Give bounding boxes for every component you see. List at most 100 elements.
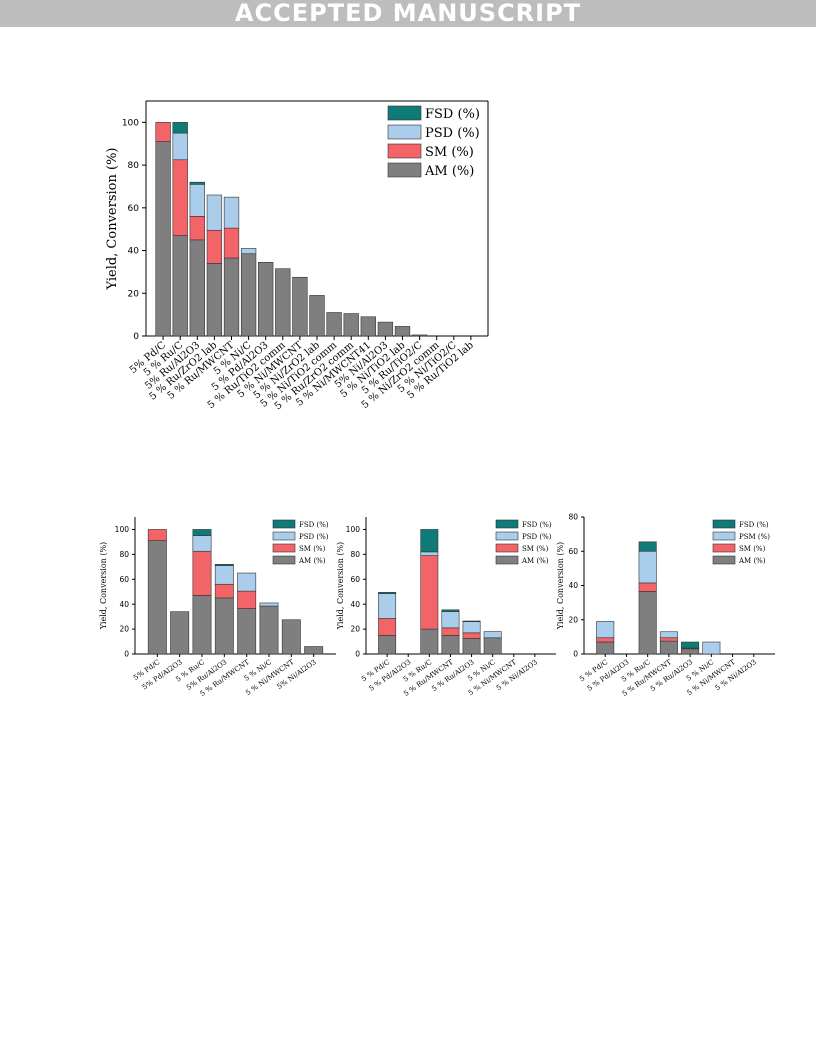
y-tick-label: 0 bbox=[124, 650, 129, 659]
y-tick-label: 80 bbox=[119, 550, 129, 559]
y-tick-label: 60 bbox=[350, 575, 360, 584]
banner-text: ACCEPTED MANUSCRIPT bbox=[234, 0, 582, 27]
legend-label: SM (%) bbox=[299, 545, 326, 553]
legend-label: PSD (%) bbox=[425, 126, 480, 141]
y-tick-label: 40 bbox=[350, 600, 360, 609]
y-tick-label: 80 bbox=[128, 161, 140, 171]
bar-segment bbox=[259, 602, 279, 607]
bar-segment bbox=[462, 621, 481, 634]
bar-segment bbox=[304, 646, 324, 655]
legend-label: FSD (%) bbox=[522, 521, 552, 529]
legend-swatch bbox=[272, 519, 296, 529]
y-axis-label: Yield, Conversion (%) bbox=[105, 147, 120, 290]
bar-segment bbox=[189, 239, 205, 337]
bar-segment bbox=[681, 641, 700, 649]
legend-label: PSD (%) bbox=[522, 533, 552, 541]
y-tick-label: 0 bbox=[573, 650, 578, 659]
bar-segment bbox=[214, 583, 234, 599]
bar-segment bbox=[377, 321, 394, 337]
y-axis-label: Yield, Conversion (%) bbox=[99, 542, 108, 630]
bar-segment bbox=[189, 216, 205, 241]
bar-segment bbox=[638, 541, 657, 552]
y-tick-label: 80 bbox=[350, 550, 360, 559]
bar-segment bbox=[223, 257, 240, 337]
legend-swatch bbox=[712, 555, 736, 565]
bar-segment bbox=[155, 122, 171, 142]
bar-segment bbox=[483, 637, 502, 655]
bar-segment bbox=[441, 611, 460, 629]
legend-swatch bbox=[495, 543, 519, 553]
legend-swatch bbox=[387, 124, 422, 140]
bar-segment bbox=[659, 640, 678, 655]
legend-label: FSD (%) bbox=[739, 521, 769, 529]
legend-label: AM (%) bbox=[521, 557, 549, 565]
bar-segment bbox=[214, 564, 234, 566]
bar-segment bbox=[378, 618, 397, 636]
bar-segment bbox=[192, 529, 212, 536]
bar-segment bbox=[411, 334, 428, 337]
y-tick-label: 0 bbox=[133, 332, 139, 342]
bar-segment bbox=[147, 529, 167, 541]
y-axis-label: Yield, Conversion (%) bbox=[336, 542, 345, 630]
bar-segment bbox=[189, 184, 205, 217]
legend-swatch bbox=[495, 555, 519, 565]
bar-segment bbox=[462, 620, 481, 622]
legend-swatch bbox=[387, 143, 422, 159]
bar-segment bbox=[378, 635, 397, 655]
bar-segment bbox=[240, 253, 257, 337]
y-tick-label: 100 bbox=[115, 525, 130, 534]
legend-label: SM (%) bbox=[425, 145, 474, 160]
bar-segment bbox=[309, 295, 325, 337]
bar-segment bbox=[155, 141, 171, 337]
manuscript-banner: ACCEPTED MANUSCRIPT bbox=[0, 0, 816, 27]
y-tick-label: 100 bbox=[346, 525, 361, 534]
bar-segment bbox=[237, 572, 257, 592]
y-tick-label: 40 bbox=[119, 600, 129, 609]
bar-segment bbox=[240, 248, 257, 255]
bar-segment bbox=[223, 227, 240, 259]
bar-segment bbox=[237, 590, 257, 609]
legend-label: AM (%) bbox=[424, 164, 474, 179]
bar-segment bbox=[420, 555, 439, 630]
bar-segment bbox=[258, 261, 274, 337]
legend-swatch bbox=[387, 162, 422, 178]
bar-segment bbox=[281, 619, 301, 655]
bar-segment bbox=[462, 632, 481, 639]
legend-swatch bbox=[495, 531, 519, 541]
bar-segment bbox=[420, 628, 439, 655]
bar-segment bbox=[462, 638, 481, 655]
y-tick-label: 60 bbox=[128, 204, 140, 214]
bar-segment bbox=[638, 591, 657, 655]
bar-segment bbox=[596, 621, 615, 639]
bar-segment bbox=[147, 540, 167, 655]
y-tick-label: 40 bbox=[568, 581, 578, 590]
bar-segment bbox=[394, 326, 411, 337]
y-tick-label: 60 bbox=[119, 575, 129, 584]
y-tick-label: 80 bbox=[568, 513, 578, 522]
legend-swatch bbox=[272, 543, 296, 553]
legend-swatch bbox=[272, 555, 296, 565]
bar-segment bbox=[192, 535, 212, 552]
legend-label: AM (%) bbox=[738, 557, 766, 565]
bar-segment bbox=[275, 268, 291, 337]
legend-label: FSD (%) bbox=[299, 521, 329, 529]
y-tick-label: 20 bbox=[568, 615, 578, 624]
category-label: 5% Ni/Al2O3 bbox=[276, 658, 318, 691]
y-axis-label: Yield, Conversion (%) bbox=[556, 542, 565, 630]
legend-label: PSD (%) bbox=[299, 533, 329, 541]
bar-segment bbox=[638, 550, 657, 584]
bar-segment bbox=[206, 194, 223, 231]
bar-segment bbox=[483, 631, 502, 639]
bar-segment bbox=[441, 627, 460, 636]
bar-segment bbox=[420, 529, 439, 553]
bar-segment bbox=[237, 608, 257, 655]
bar-segment bbox=[259, 605, 279, 655]
y-tick-label: 20 bbox=[119, 625, 129, 634]
bar-segment bbox=[206, 263, 223, 337]
bar-segment bbox=[206, 229, 223, 264]
bar-segment bbox=[681, 648, 700, 655]
y-tick-label: 60 bbox=[568, 547, 578, 556]
bar-segment bbox=[170, 611, 190, 655]
legend-label: AM (%) bbox=[298, 557, 326, 565]
